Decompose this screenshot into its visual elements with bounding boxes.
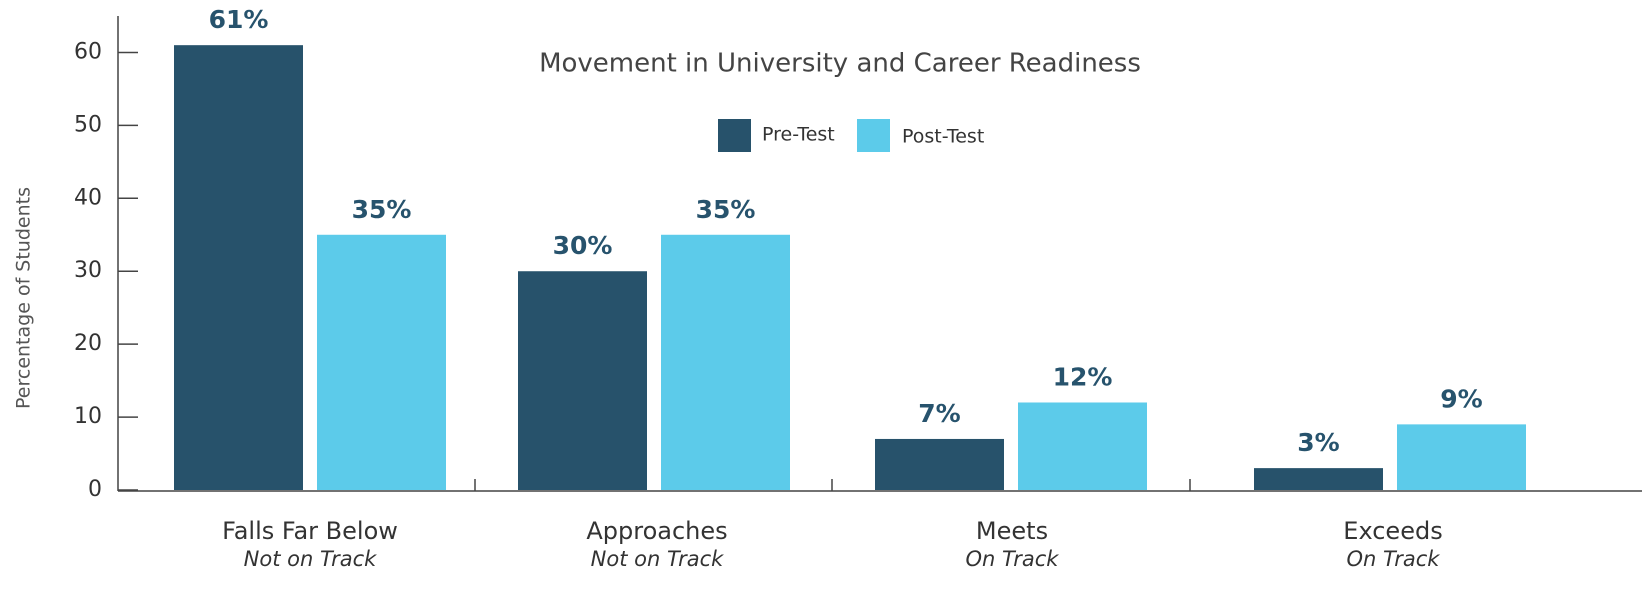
data-label: 35% — [352, 195, 412, 224]
bar — [317, 234, 446, 490]
y-tick-label: 40 — [74, 185, 102, 210]
data-label: 30% — [553, 231, 613, 260]
legend-label: Post-Test — [902, 126, 984, 148]
bar — [875, 438, 1004, 490]
x-tick-sublabel: Not on Track — [591, 547, 725, 571]
data-label: 7% — [918, 399, 960, 428]
x-tick-label: Falls Far Below — [222, 517, 398, 545]
y-tick-label: 30 — [74, 258, 102, 283]
x-tick-label: Meets — [976, 517, 1048, 545]
data-label: 61% — [209, 5, 269, 34]
bar — [661, 234, 790, 490]
y-tick-label: 50 — [74, 112, 102, 137]
x-tick-sublabel: Not on Track — [244, 547, 378, 571]
chart-title: Movement in University and Career Readin… — [539, 49, 1141, 79]
y-tick-label: 10 — [74, 404, 102, 429]
data-label: 3% — [1297, 428, 1339, 457]
bar — [518, 271, 647, 490]
legend-swatch — [857, 119, 890, 152]
data-label: 12% — [1053, 362, 1113, 391]
y-axis-label: Percentage of Students — [13, 187, 35, 409]
data-label: 9% — [1440, 384, 1482, 413]
legend-label: Pre-Test — [762, 124, 835, 146]
bar — [1397, 424, 1526, 490]
x-tick-sublabel: On Track — [966, 547, 1060, 571]
legend-swatch — [718, 119, 751, 152]
bar — [1018, 402, 1147, 490]
x-tick-label: Exceeds — [1343, 517, 1442, 545]
y-tick-label: 0 — [88, 477, 102, 502]
x-tick-sublabel: On Track — [1347, 547, 1441, 571]
data-label: 35% — [696, 195, 756, 224]
x-tick-label: Approaches — [586, 517, 727, 545]
y-tick-label: 60 — [74, 39, 102, 64]
bar — [174, 45, 303, 491]
bar — [1254, 468, 1383, 490]
y-tick-label: 20 — [74, 331, 102, 356]
